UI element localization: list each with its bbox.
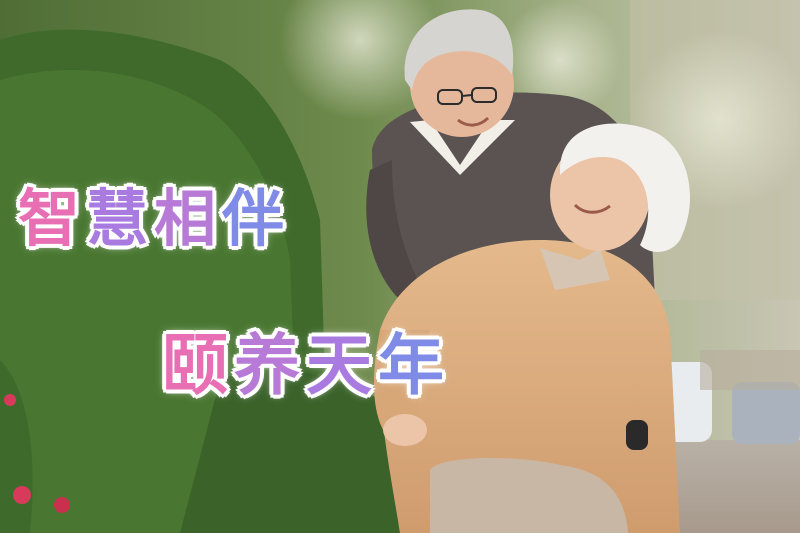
caption-char: 伴 [222, 182, 291, 255]
caption-char: 年 [378, 327, 450, 404]
caption-line-2: 颐养天年 [162, 312, 450, 408]
caption-line-1: 智慧相伴 [18, 168, 290, 258]
caption-char: 智 [18, 182, 87, 255]
caption-char: 相 [154, 182, 223, 255]
caption-char: 颐 [162, 327, 234, 404]
caption-char: 慧 [86, 182, 155, 255]
caption-char: 天 [306, 327, 378, 404]
caption-char: 养 [234, 327, 306, 404]
